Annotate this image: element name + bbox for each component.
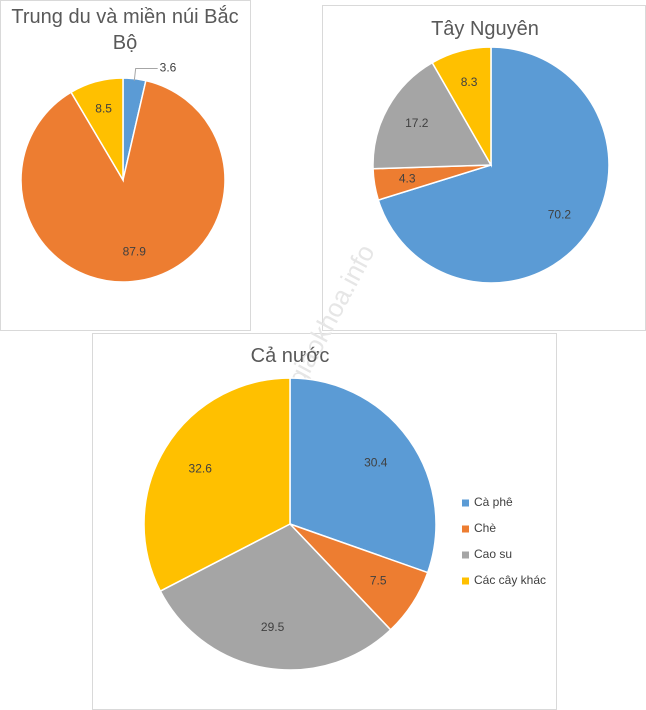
legend-swatch xyxy=(462,577,469,585)
leader-line xyxy=(133,68,158,81)
legend-label: Cao su xyxy=(474,547,512,561)
data-label: 8.5 xyxy=(95,101,112,115)
chart-title: Tây Nguyên xyxy=(431,18,539,40)
data-label: 4.3 xyxy=(399,171,416,185)
pie-slice xyxy=(372,61,493,170)
data-label: 29.5 xyxy=(261,620,285,634)
chart-title-box: Trung du và miền núi Bắc Bộ xyxy=(11,6,239,54)
chart-title: Cả nước xyxy=(250,345,330,367)
data-label: 3.6 xyxy=(160,61,177,75)
chart-title: Trung du và miền núi Bắc Bộ xyxy=(11,6,239,54)
chart-title-box: Tây Nguyên xyxy=(431,18,539,40)
pie-slice xyxy=(289,377,437,574)
legend-label: Cà phê xyxy=(474,495,513,509)
data-label: 87.9 xyxy=(123,245,147,259)
legend-swatch xyxy=(462,551,469,559)
legend-swatch xyxy=(462,525,469,533)
data-label: 8.3 xyxy=(461,75,478,89)
data-label: 70.2 xyxy=(548,208,572,222)
legend-label: Chè xyxy=(474,521,496,535)
pie-slice xyxy=(377,46,610,284)
data-label: 32.6 xyxy=(189,462,213,476)
data-label: 30.4 xyxy=(364,455,388,469)
chart-frame xyxy=(0,0,251,331)
pie-slice xyxy=(159,523,392,671)
chart-title-box: Cả nước xyxy=(250,345,330,367)
legend-label: Các cây khác xyxy=(474,573,546,587)
pie-slice xyxy=(431,46,492,168)
data-label: 7.5 xyxy=(370,573,387,587)
pie-slice xyxy=(70,77,124,183)
data-label: 17.2 xyxy=(405,116,429,130)
legend-swatch xyxy=(462,499,469,507)
pie-slice xyxy=(143,377,291,593)
